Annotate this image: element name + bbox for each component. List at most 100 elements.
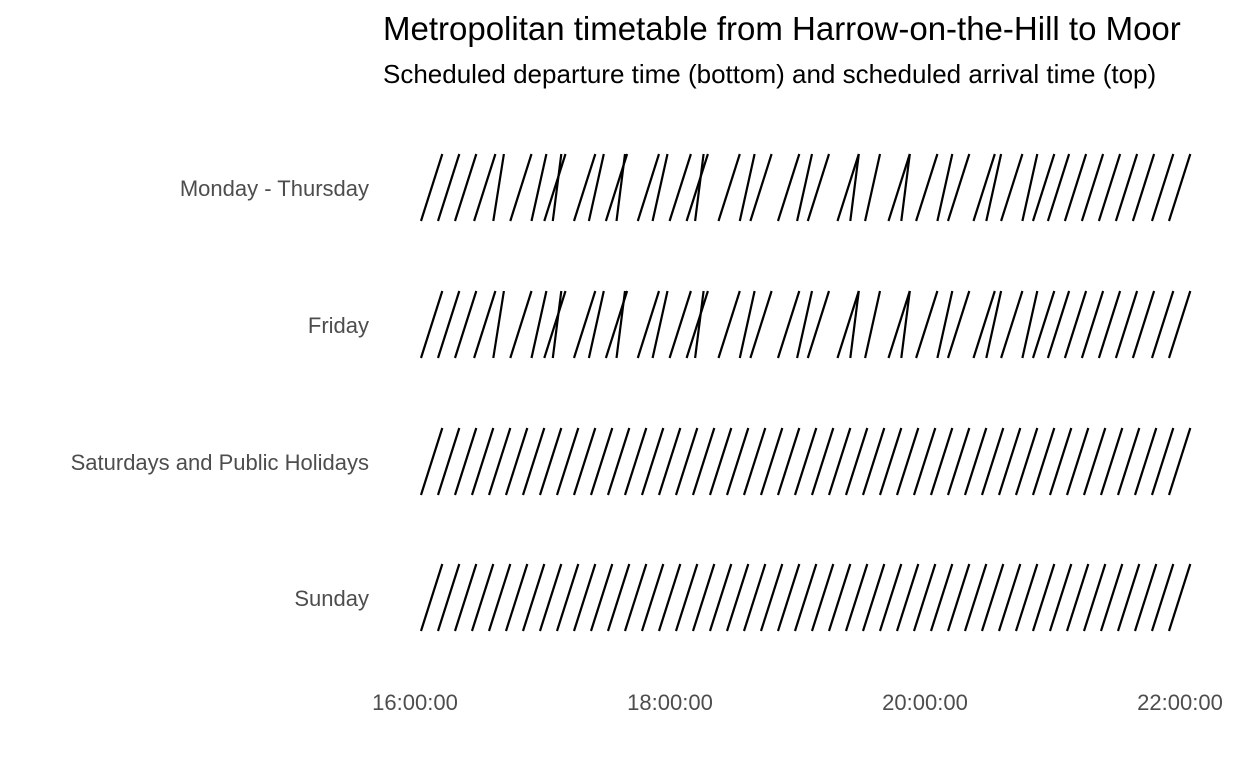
trip-line bbox=[997, 427, 1022, 496]
trip-line bbox=[776, 290, 801, 359]
trip-line bbox=[685, 153, 709, 222]
trip-line bbox=[473, 290, 497, 359]
trip-line bbox=[1167, 563, 1192, 632]
trip-line bbox=[717, 153, 741, 222]
trip-line bbox=[1150, 563, 1175, 632]
trip-line bbox=[694, 290, 705, 359]
trip-line bbox=[946, 563, 971, 632]
trip-line bbox=[796, 153, 814, 222]
trip-line bbox=[538, 427, 563, 496]
trip-line bbox=[509, 290, 533, 359]
trip-line bbox=[555, 427, 580, 496]
trip-line bbox=[636, 153, 661, 222]
trip-line bbox=[1080, 153, 1105, 222]
x-tick-label: 18:00:00 bbox=[627, 690, 713, 715]
row-labels: Monday - Thursday Friday Saturdays and P… bbox=[71, 176, 369, 611]
trip-line bbox=[864, 290, 882, 359]
trip-line bbox=[657, 427, 682, 496]
trip-line bbox=[1063, 153, 1088, 222]
trip-line bbox=[1131, 290, 1156, 359]
trip-line bbox=[1133, 427, 1158, 496]
trip-line bbox=[1167, 427, 1192, 496]
trip-line bbox=[759, 427, 784, 496]
trip-line bbox=[936, 290, 954, 359]
trip-line bbox=[587, 153, 605, 222]
trip-line bbox=[530, 290, 548, 359]
trip-line bbox=[738, 153, 756, 222]
trip-line bbox=[742, 427, 767, 496]
trip-line bbox=[521, 427, 546, 496]
trip-line bbox=[963, 427, 988, 496]
trip-line bbox=[492, 153, 505, 222]
trip-line bbox=[572, 290, 597, 359]
trip-line bbox=[504, 427, 529, 496]
trip-line bbox=[887, 290, 911, 359]
trip-line bbox=[1080, 290, 1105, 359]
row-label-saturdays: Saturdays and Public Holidays bbox=[71, 450, 369, 475]
x-tick-label: 20:00:00 bbox=[882, 690, 968, 715]
trip-line bbox=[419, 427, 444, 496]
trip-line bbox=[980, 563, 1005, 632]
trip-line bbox=[674, 427, 699, 496]
trip-line bbox=[1021, 290, 1039, 359]
trip-line bbox=[849, 290, 860, 359]
trip-line bbox=[470, 427, 495, 496]
x-axis-ticks: 16:00:00 18:00:00 20:00:00 22:00:00 bbox=[372, 690, 1223, 715]
trip-line bbox=[1031, 290, 1056, 359]
trip-line bbox=[1000, 153, 1024, 222]
trip-line bbox=[864, 153, 882, 222]
trip-line bbox=[543, 290, 567, 359]
trip-line bbox=[572, 153, 597, 222]
trip-line bbox=[1116, 563, 1141, 632]
trip-line bbox=[1065, 427, 1090, 496]
trip-line bbox=[551, 153, 563, 222]
trip-line bbox=[436, 563, 461, 632]
trip-line bbox=[1046, 290, 1071, 359]
trip-line bbox=[796, 290, 814, 359]
trip-line bbox=[589, 427, 614, 496]
trip-line bbox=[985, 153, 1003, 222]
trip-line bbox=[827, 427, 852, 496]
trip-line bbox=[657, 563, 682, 632]
trip-line bbox=[691, 427, 716, 496]
trip-line bbox=[1082, 427, 1107, 496]
trip-line bbox=[895, 427, 920, 496]
trip-line bbox=[759, 563, 784, 632]
trip-line bbox=[836, 153, 860, 222]
x-tick-label: 16:00:00 bbox=[372, 690, 458, 715]
trip-line bbox=[1097, 290, 1122, 359]
trip-line bbox=[980, 427, 1005, 496]
trip-line bbox=[487, 563, 512, 632]
trip-line bbox=[929, 427, 954, 496]
trip-line bbox=[708, 427, 733, 496]
trip-line bbox=[668, 153, 692, 222]
trip-line bbox=[1116, 427, 1141, 496]
trip-line bbox=[1031, 563, 1056, 632]
trip-line bbox=[555, 563, 580, 632]
trip-line bbox=[691, 563, 716, 632]
trip-line bbox=[587, 290, 605, 359]
trip-line bbox=[1150, 427, 1175, 496]
trip-line bbox=[436, 290, 461, 359]
chart-title: Metropolitan timetable from Harrow-on-th… bbox=[383, 10, 1181, 47]
trip-line bbox=[793, 563, 818, 632]
trip-line bbox=[1082, 563, 1107, 632]
trip-line bbox=[878, 427, 903, 496]
trip-line bbox=[861, 427, 886, 496]
trip-line bbox=[1099, 563, 1124, 632]
trip-line bbox=[640, 427, 665, 496]
trip-line bbox=[1133, 563, 1158, 632]
trip-line bbox=[606, 563, 631, 632]
trip-line bbox=[827, 563, 852, 632]
trip-line bbox=[1065, 563, 1090, 632]
trip-line bbox=[589, 563, 614, 632]
trip-line bbox=[436, 153, 461, 222]
trip-line bbox=[419, 563, 444, 632]
trip-line bbox=[806, 290, 831, 359]
trip-line bbox=[725, 563, 750, 632]
trip-line bbox=[436, 427, 461, 496]
trip-line bbox=[572, 563, 597, 632]
trip-line bbox=[1031, 153, 1056, 222]
trip-line bbox=[521, 563, 546, 632]
